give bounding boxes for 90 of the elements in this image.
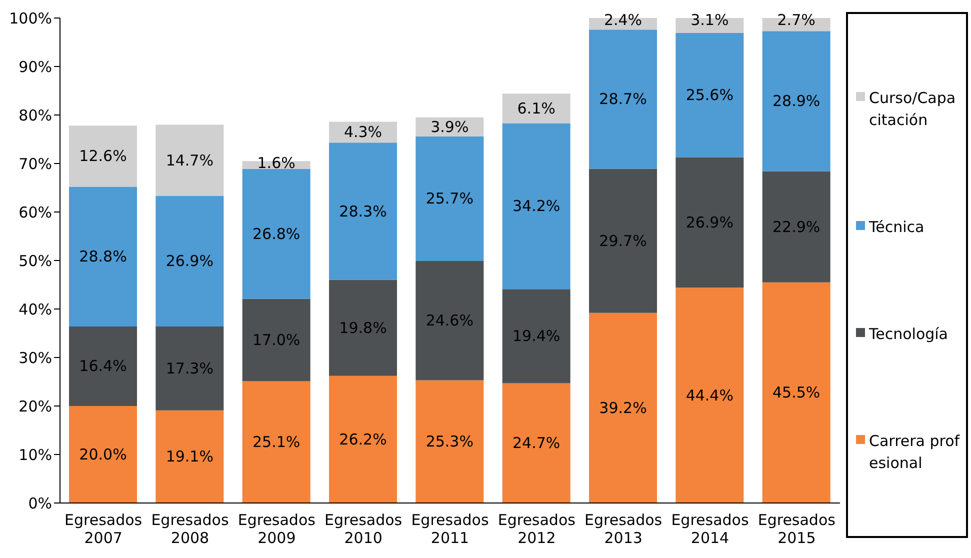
bar <box>329 280 397 376</box>
bar <box>502 123 570 290</box>
data-label: 34.2% <box>512 197 560 216</box>
data-label: 3.1% <box>690 11 729 29</box>
data-label: 20.0% <box>79 446 127 464</box>
data-label: 16.4% <box>79 357 127 376</box>
x-tick-label: Egresados 2010 <box>324 511 402 547</box>
bar <box>69 126 137 187</box>
bar <box>502 94 570 124</box>
y-tick-label: 80% <box>18 106 52 124</box>
y-tick-label: 70% <box>18 154 52 173</box>
data-label: 6.1% <box>517 99 556 118</box>
legend-label: Carrera profesional <box>869 430 961 474</box>
data-label: 25.1% <box>252 433 300 452</box>
y-tick-label: 10% <box>18 446 52 464</box>
data-label: 26.8% <box>252 224 300 243</box>
y-tick-label: 90% <box>18 58 52 76</box>
x-tick-label: Egresados 2012 <box>498 511 576 547</box>
data-label: 19.1% <box>166 448 214 466</box>
data-label: 28.7% <box>599 90 647 108</box>
data-label: 25.7% <box>426 190 474 208</box>
bar <box>416 260 484 380</box>
data-label: 29.7% <box>599 232 647 250</box>
bar <box>676 33 744 158</box>
data-label: 4.3% <box>344 123 382 142</box>
bar <box>502 289 570 384</box>
legend-label: Curso/Capacitación <box>869 88 957 130</box>
data-label: 17.3% <box>166 359 214 378</box>
legend-label: Tecnología <box>869 324 949 344</box>
bar <box>156 410 224 503</box>
data-label: 22.9% <box>772 218 820 236</box>
data-label: 28.8% <box>79 248 127 266</box>
data-label: 24.6% <box>426 312 474 330</box>
bar <box>242 168 310 299</box>
bar <box>69 406 137 503</box>
data-label: 25.3% <box>426 432 474 451</box>
bar <box>69 186 137 326</box>
legend-label: Técnica <box>869 216 926 238</box>
x-tick-label: Egresados 2007 <box>64 511 142 547</box>
bar <box>416 380 484 503</box>
y-tick-label: 60% <box>18 203 52 222</box>
x-tick-label: Egresados 2008 <box>151 511 229 547</box>
data-label: 1.6% <box>257 154 296 172</box>
data-label: 2.7% <box>777 11 816 29</box>
data-label: 26.9% <box>686 213 734 232</box>
bar <box>416 136 484 261</box>
data-label: 3.9% <box>430 118 469 136</box>
y-tick-label: 40% <box>18 300 52 318</box>
data-label: 14.7% <box>166 151 214 170</box>
bar <box>69 326 137 406</box>
y-tick-label: 100% <box>9 9 52 28</box>
bar <box>329 376 397 503</box>
bar <box>502 383 570 503</box>
data-label: 17.0% <box>252 331 300 350</box>
x-tick-label: Egresados 2013 <box>584 511 662 547</box>
data-label: 19.4% <box>512 327 560 346</box>
data-label: 26.9% <box>166 252 214 270</box>
bar <box>589 30 657 169</box>
bar <box>589 312 657 503</box>
bar <box>762 282 830 503</box>
y-tick-label: 20% <box>18 397 52 416</box>
y-tick-label: 50% <box>18 252 52 270</box>
data-label: 24.7% <box>512 434 560 452</box>
x-tick-label: Egresados 2015 <box>758 511 836 547</box>
bar <box>242 298 310 382</box>
bar <box>242 381 310 503</box>
data-label: 28.9% <box>772 92 820 110</box>
y-tick-label: 30% <box>18 348 52 367</box>
bar <box>156 326 224 410</box>
y-tick-label: 0% <box>28 494 52 512</box>
bar <box>156 124 224 196</box>
bar <box>676 157 744 288</box>
data-label: 12.6% <box>79 147 127 166</box>
data-label: 26.2% <box>339 430 387 448</box>
x-tick-label: Egresados 2014 <box>671 511 749 547</box>
data-label: 39.2% <box>599 398 647 417</box>
data-label: 45.5% <box>772 384 820 402</box>
data-label: 44.4% <box>686 386 734 404</box>
x-tick-label: Egresados 2009 <box>238 511 316 547</box>
bar <box>762 31 830 172</box>
data-label: 2.4% <box>604 11 642 29</box>
bar <box>589 168 657 313</box>
x-tick-label: Egresados 2011 <box>411 511 489 547</box>
bar <box>762 171 830 282</box>
bar <box>676 288 744 503</box>
data-label: 25.6% <box>686 86 734 104</box>
data-label: 28.3% <box>339 202 387 220</box>
bar <box>329 142 397 280</box>
data-label: 19.8% <box>339 318 387 337</box>
bar <box>156 196 224 326</box>
